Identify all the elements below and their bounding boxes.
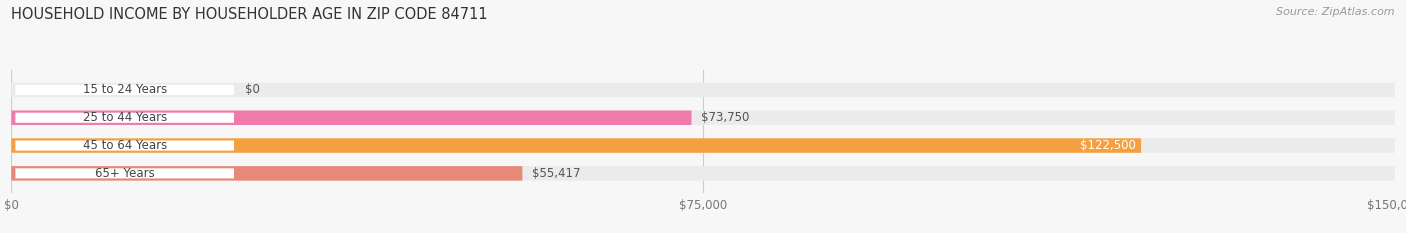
Text: $73,750: $73,750 bbox=[702, 111, 749, 124]
FancyBboxPatch shape bbox=[11, 166, 523, 181]
Text: $122,500: $122,500 bbox=[1080, 139, 1136, 152]
FancyBboxPatch shape bbox=[11, 83, 1395, 97]
FancyBboxPatch shape bbox=[15, 140, 233, 151]
FancyBboxPatch shape bbox=[15, 113, 233, 123]
FancyBboxPatch shape bbox=[11, 110, 1395, 125]
Text: $0: $0 bbox=[245, 83, 260, 96]
Text: $55,417: $55,417 bbox=[531, 167, 581, 180]
Text: 25 to 44 Years: 25 to 44 Years bbox=[83, 111, 167, 124]
FancyBboxPatch shape bbox=[11, 138, 1395, 153]
Text: Source: ZipAtlas.com: Source: ZipAtlas.com bbox=[1277, 7, 1395, 17]
FancyBboxPatch shape bbox=[11, 110, 692, 125]
Text: HOUSEHOLD INCOME BY HOUSEHOLDER AGE IN ZIP CODE 84711: HOUSEHOLD INCOME BY HOUSEHOLDER AGE IN Z… bbox=[11, 7, 488, 22]
FancyBboxPatch shape bbox=[11, 166, 1395, 181]
FancyBboxPatch shape bbox=[15, 85, 233, 95]
FancyBboxPatch shape bbox=[15, 168, 233, 178]
Text: 65+ Years: 65+ Years bbox=[94, 167, 155, 180]
Text: 45 to 64 Years: 45 to 64 Years bbox=[83, 139, 167, 152]
Text: 15 to 24 Years: 15 to 24 Years bbox=[83, 83, 167, 96]
FancyBboxPatch shape bbox=[11, 138, 1142, 153]
